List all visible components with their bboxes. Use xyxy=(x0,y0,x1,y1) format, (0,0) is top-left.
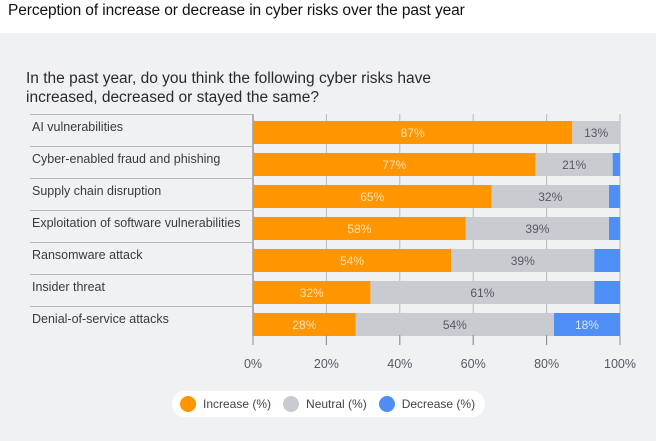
category-label: Supply chain disruption xyxy=(32,184,161,198)
data-label-neutral: 32% xyxy=(538,190,562,204)
legend-label-decrease: Decrease (%) xyxy=(401,397,476,411)
x-tick-label: 100% xyxy=(604,357,636,371)
bar-segment-increase xyxy=(253,153,536,176)
bar-row: 77% 21% xyxy=(253,153,620,176)
data-label-neutral: 39% xyxy=(525,222,549,236)
bar-segment-neutral xyxy=(465,217,609,240)
legend: Increase (%) Neutral (%) Decrease (%) xyxy=(172,391,486,417)
x-tick-label: 0% xyxy=(244,357,262,371)
data-label-increase: 87% xyxy=(401,126,425,140)
bar-segment-decrease xyxy=(594,281,620,304)
legend-item-increase: Increase (%) xyxy=(180,396,271,412)
bar-row: 32% 61% xyxy=(253,281,620,304)
legend-item-decrease: Decrease (%) xyxy=(378,396,476,412)
legend-swatch-neutral xyxy=(283,396,300,412)
bar-segment-increase xyxy=(253,249,452,272)
legend-swatch-decrease xyxy=(378,396,395,412)
bar-row: 87% 13% xyxy=(253,121,620,144)
category-label: Exploitation of software vulnerabilities xyxy=(32,216,240,230)
bar-row: 58% 39% xyxy=(253,217,620,240)
bar-segment-decrease xyxy=(594,249,620,272)
category-label: AI vulnerabilities xyxy=(32,120,123,134)
page-title: Perception of increase or decrease in cy… xyxy=(8,2,465,19)
bar-row: 54% 39% xyxy=(253,249,620,272)
category-label: Insider threat xyxy=(32,280,105,294)
x-axis: 0% 20% 40% 60% 80% 100% xyxy=(244,335,636,371)
data-label-neutral: 13% xyxy=(584,126,608,140)
bar-segment-neutral xyxy=(355,313,554,336)
bar-segment-increase xyxy=(253,217,466,240)
x-tick-label: 40% xyxy=(387,357,412,371)
data-label-increase: 58% xyxy=(347,222,371,236)
legend-item-neutral: Neutral (%) xyxy=(283,396,367,412)
data-label-neutral: 54% xyxy=(443,318,467,332)
category-label: Ransomware attack xyxy=(32,248,143,262)
bar-segment-decrease xyxy=(608,185,620,208)
x-tick-label: 20% xyxy=(314,357,339,371)
bar-segment-neutral xyxy=(572,121,620,144)
category-label: Cyber-enabled fraud and phishing xyxy=(32,152,220,166)
legend-swatch-increase xyxy=(180,396,196,412)
data-label-neutral: 39% xyxy=(511,254,535,268)
data-label-neutral: 21% xyxy=(562,158,586,172)
data-label-neutral: 61% xyxy=(470,286,494,300)
data-label-increase: 28% xyxy=(292,318,316,332)
bar-segment-increase xyxy=(253,281,371,304)
data-label-decrease: 18% xyxy=(575,318,599,332)
chart-title: In the past year, do you think the follo… xyxy=(26,70,431,106)
legend-label-neutral: Neutral (%) xyxy=(306,397,367,411)
bar-segment-neutral xyxy=(535,153,613,176)
data-label-increase: 32% xyxy=(300,286,324,300)
bar-segment-increase xyxy=(253,313,356,336)
data-label-increase: 65% xyxy=(360,190,384,204)
bar-segment-decrease xyxy=(608,217,620,240)
category-label: Denial-of-service attacks xyxy=(32,312,169,326)
bar-segment-decrease xyxy=(612,153,620,176)
bar-segment-decrease xyxy=(553,313,620,336)
x-tick-label: 80% xyxy=(534,357,559,371)
bar-segment-increase xyxy=(253,185,492,208)
x-tick-label: 60% xyxy=(461,357,486,371)
legend-label-increase: Increase (%) xyxy=(203,397,272,411)
bars: 87% 13% 77% 21% 65% 32% 58% 39% 54% 39% 32% 61% 28% 5… xyxy=(253,121,620,336)
bar-segment-neutral xyxy=(370,281,595,304)
data-label-increase: 77% xyxy=(382,158,406,172)
bar-segment-neutral xyxy=(491,185,609,208)
row-separators xyxy=(30,114,253,307)
bar-row: 28% 54% 18% xyxy=(253,313,620,336)
data-label-increase: 54% xyxy=(340,254,364,268)
bar-segment-neutral xyxy=(451,249,595,272)
bar-segment-increase xyxy=(253,121,573,144)
bar-row: 65% 32% xyxy=(253,185,620,208)
category-labels: AI vulnerabilities Cyber-enabled fraud an… xyxy=(32,120,240,326)
